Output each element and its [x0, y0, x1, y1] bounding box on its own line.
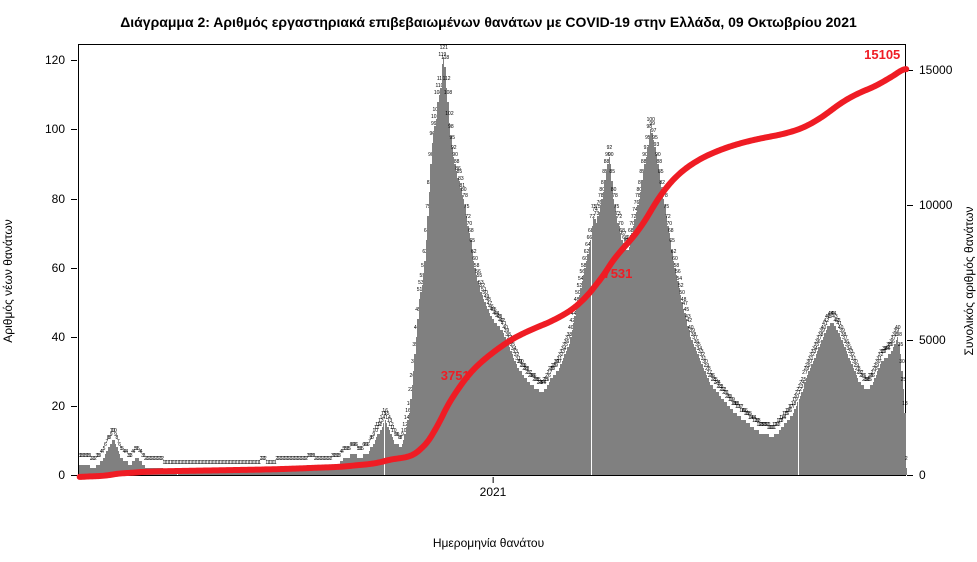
chart-title: Διάγραμμα 2: Αριθμός εργαστηριακά επιβεβ… — [0, 14, 977, 30]
line-annotation: 15105 — [864, 47, 900, 62]
chart-container: Διάγραμμα 2: Αριθμός εργαστηριακά επιβεβ… — [0, 0, 977, 562]
x-tick: 2021 — [480, 485, 507, 499]
y-left-tick: 120 — [45, 53, 65, 67]
y-left-tick: 100 — [45, 122, 65, 136]
plot-area: 0204060801001200500010000150002021333333… — [78, 44, 906, 476]
cumulative-line — [79, 45, 907, 477]
x-axis-label: Ημερομηνία θανάτου — [0, 536, 977, 550]
y-axis-label-right: Συνολικός αριθμός θανάτων — [962, 206, 976, 355]
line-annotation: 3751 — [441, 368, 470, 383]
y-right-tick: 15000 — [919, 63, 952, 77]
y-left-tick: 80 — [52, 192, 65, 206]
y-left-tick: 0 — [58, 468, 65, 482]
line-annotation: 7531 — [603, 266, 632, 281]
y-right-tick: 5000 — [919, 333, 946, 347]
y-left-tick: 20 — [52, 399, 65, 413]
y-left-tick: 40 — [52, 330, 65, 344]
y-left-tick: 60 — [52, 261, 65, 275]
y-axis-label-left: Αριθμός νέων θανάτων — [1, 219, 15, 342]
y-right-tick: 10000 — [919, 198, 952, 212]
y-right-tick: 0 — [919, 468, 926, 482]
